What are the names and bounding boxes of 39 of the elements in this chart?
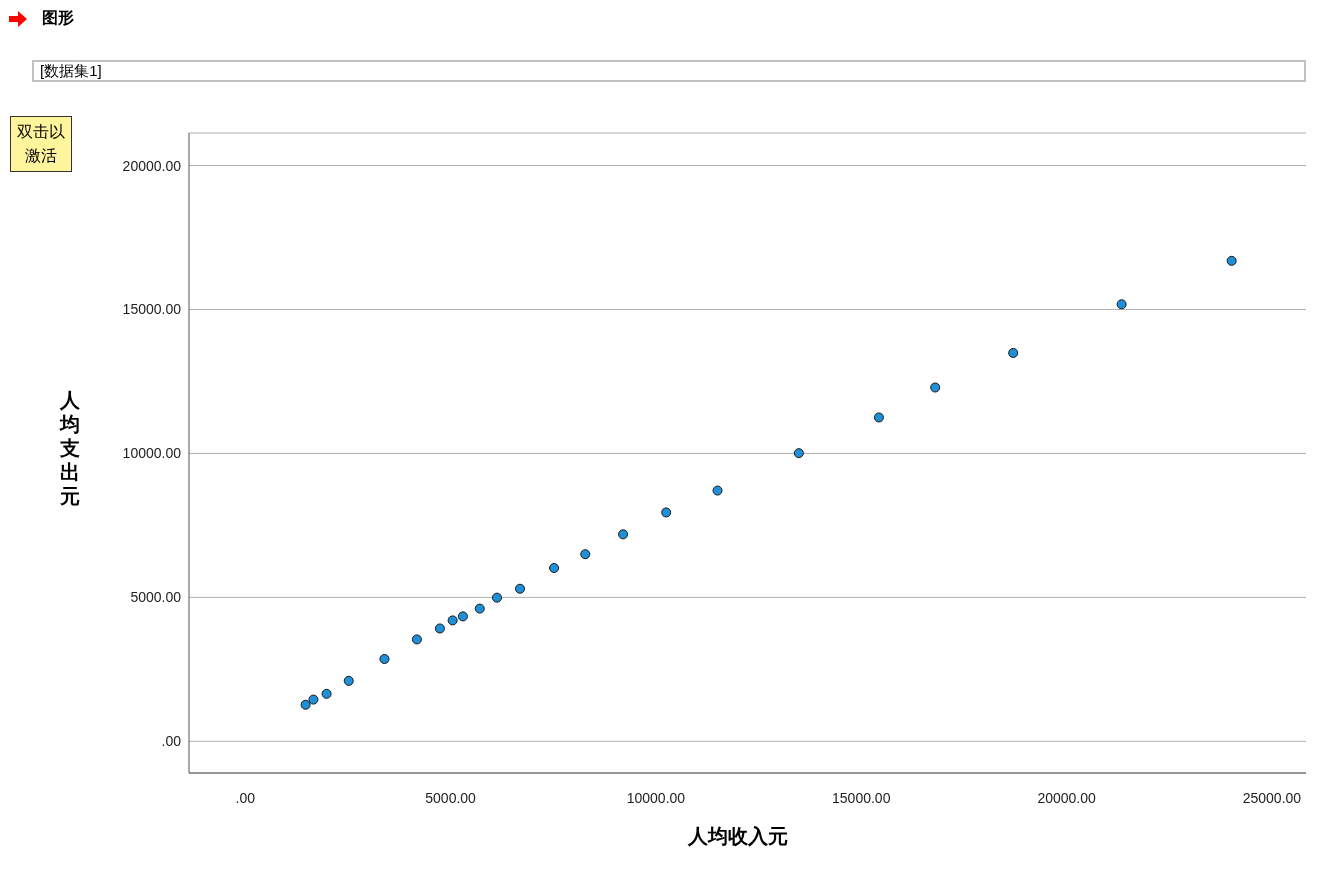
- x-tick-label: 15000.00: [832, 789, 891, 806]
- point: [434, 623, 445, 634]
- point: [447, 615, 458, 626]
- x-tick-label: 20000.00: [1037, 789, 1096, 806]
- chart-subtitle: [数据集1]: [32, 60, 1306, 82]
- point: [712, 485, 723, 496]
- point: [491, 592, 503, 603]
- point: [474, 603, 485, 614]
- text: 双击以激活: [10, 116, 72, 172]
- y-tick-label: .00: [161, 733, 182, 750]
- point: [411, 634, 422, 645]
- x-tick-label: .00: [235, 789, 256, 806]
- point: [379, 653, 390, 664]
- x-axis-title: 人均收入元: [687, 824, 789, 849]
- point: [1116, 299, 1127, 310]
- point: [580, 549, 591, 560]
- y-tick-label: 20000.00: [122, 157, 182, 174]
- text: 图形: [42, 8, 74, 28]
- point: [1226, 255, 1237, 266]
- point: [300, 699, 311, 710]
- y-tick-label: 10000.00: [122, 445, 182, 462]
- point: [308, 694, 319, 705]
- point: [457, 611, 468, 622]
- point: [514, 583, 526, 594]
- point: [661, 507, 672, 518]
- point: [321, 688, 332, 699]
- point: [930, 382, 941, 393]
- point: [793, 448, 804, 459]
- x-tick-label: 10000.00: [626, 789, 686, 806]
- point: [343, 675, 354, 686]
- point: [1008, 347, 1019, 358]
- point: [618, 529, 629, 540]
- y-tick-label: 5000.00: [130, 589, 182, 606]
- point: [549, 563, 560, 574]
- point: [873, 412, 884, 423]
- y-axis-title: 人均支出元: [58, 388, 81, 508]
- y-tick-label: 15000.00: [122, 301, 182, 318]
- x-tick-label: 5000.00: [425, 789, 477, 806]
- x-tick-label: 25000.00: [1242, 789, 1302, 806]
